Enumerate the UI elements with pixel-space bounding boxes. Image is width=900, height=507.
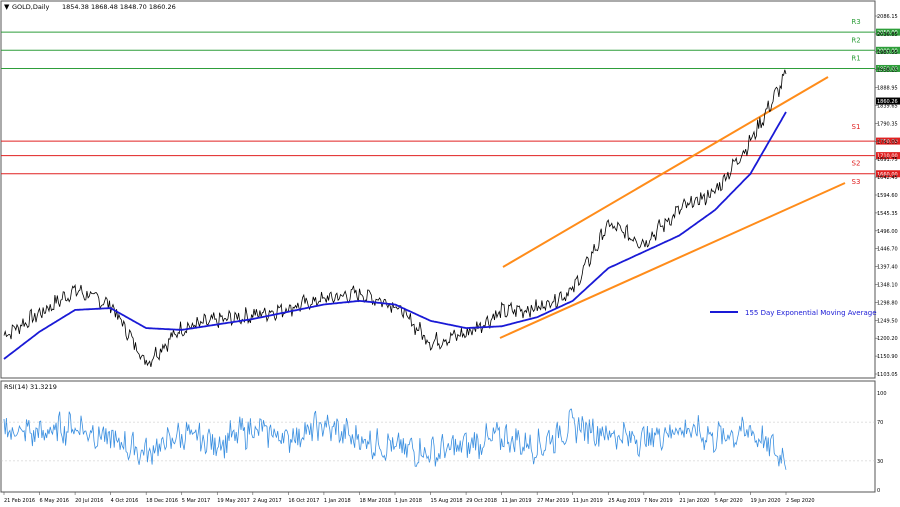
price-tick-label: 1298.80 [877, 300, 898, 306]
price-tick-label: 1741.05 [877, 139, 898, 145]
ema-legend-label: 155 Day Exponential Moving Average [745, 309, 877, 317]
level-tag-r3: 2050.00 [877, 30, 898, 36]
x-tick-label: 2 Aug 2017 [253, 498, 282, 504]
rsi-series-line [3, 408, 787, 470]
level-label-s3: S3 [852, 178, 861, 186]
symbol-label: GOLD,Daily [12, 3, 49, 11]
x-tick-label: 29 Oct 2018 [466, 498, 497, 504]
price-tick-label: 1150.90 [877, 354, 898, 360]
x-tick-label: 5 Apr 2020 [715, 498, 743, 504]
price-tick-label: 1594.60 [877, 193, 898, 199]
channel-layer [499, 76, 846, 339]
x-tick-label: 1 Jun 2018 [395, 498, 422, 504]
rsi-tick-label: 0 [877, 488, 880, 494]
level-tag-s2: 1710.00 [877, 154, 898, 160]
ema-series-line [3, 111, 787, 360]
channel-upper [502, 76, 829, 268]
rsi-tick-label: 100 [877, 391, 887, 397]
price-tick-label: 1938.25 [877, 68, 898, 74]
level-label-r1: R1 [851, 54, 860, 62]
price-tick-label: 2086.15 [877, 14, 898, 20]
x-tick-label: 2 Sep 2020 [786, 498, 815, 504]
x-tick-label: 5 Mar 2017 [182, 498, 211, 504]
x-tick-label: 11 Jun 2019 [573, 498, 603, 504]
rsi-panel-frame [0, 380, 876, 493]
price-tick-label: 1888.95 [877, 86, 898, 92]
price-tick-label: 1496.00 [877, 229, 898, 235]
x-tick-label: 11 Jan 2019 [502, 498, 532, 504]
rsi-axis: 100 70 30 0 [1, 391, 887, 494]
level-tag-s1: 1750.00 [877, 139, 898, 145]
levels-layer: R3 2050.00 R2 2000.00 R1 1950.00 S1 1750.00 S2 17… [1, 18, 900, 186]
price-tick-label: 1545.35 [877, 211, 898, 217]
level-label-r3: R3 [851, 18, 860, 26]
rsi-title: RSI(14) 31.3219 [4, 383, 57, 391]
channel-lower [499, 182, 846, 339]
price-tick-label: 2036.85 [877, 32, 898, 38]
price-tick-label: 1642.45 [877, 175, 898, 181]
level-tag-bg-s2 [876, 152, 900, 160]
x-tick-label: 20 Jul 2016 [75, 498, 103, 504]
x-tick-label: 4 Oct 2016 [111, 498, 139, 504]
level-label-r2: R2 [851, 36, 860, 44]
price-tick-label: 1987.55 [877, 50, 898, 56]
level-tag-r2: 2000.00 [877, 48, 898, 54]
rsi-layer [3, 408, 787, 470]
x-tick-label: 19 Jun 2020 [750, 498, 780, 504]
x-tick-label: 16 Oct 2017 [288, 498, 319, 504]
x-tick-label: 18 Dec 2016 [146, 498, 178, 504]
x-tick-label: 15 Aug 2018 [431, 498, 463, 504]
price-tick-label: 1397.40 [877, 265, 898, 271]
price-axis: 2086.15 2036.85 1987.55 1938.25 1888.95 1839.… [875, 14, 900, 378]
x-axis: 21 Feb 2016 6 May 2016 20 Jul 2016 4 Oct 20… [3, 492, 815, 504]
level-tag-bg-r3 [876, 28, 900, 36]
price-tick-label: 1790.35 [877, 121, 898, 127]
current-price-tag-bg [876, 97, 900, 105]
price-series-line [3, 69, 787, 367]
price-tick-label: 1691.75 [877, 157, 898, 163]
rsi-tick-label: 70 [877, 420, 883, 426]
level-tag-bg-r1 [876, 64, 900, 72]
x-tick-label: 21 Jan 2020 [679, 498, 709, 504]
price-tick-label: 1103.05 [877, 372, 898, 378]
x-tick-label: 18 Mar 2018 [359, 498, 391, 504]
x-tick-label: 25 Aug 2019 [608, 498, 640, 504]
level-tag-s3: 1660.00 [877, 172, 898, 178]
x-tick-label: 7 Nov 2019 [644, 498, 673, 504]
main-panel-frame [0, 0, 876, 379]
ohlc-label: 1854.38 1868.48 1848.70 1860.26 [62, 3, 176, 11]
x-tick-label: 19 May 2017 [217, 498, 250, 504]
x-tick-label: 21 Feb 2016 [4, 498, 35, 504]
x-tick-label: 1 Jan 2018 [324, 498, 351, 504]
price-tick-label: 1348.10 [877, 283, 898, 289]
level-label-s1: S1 [852, 123, 861, 131]
level-tag-bg-s3 [876, 170, 900, 178]
price-tick-label: 1839.65 [877, 104, 898, 110]
price-tick-label: 1200.20 [877, 336, 898, 342]
x-tick-label: 27 Mar 2019 [537, 498, 569, 504]
current-price-tag: 1860.26 [877, 99, 898, 105]
price-tick-label: 1249.50 [877, 318, 898, 324]
level-tag-r1: 1950.00 [877, 66, 898, 72]
level-tag-bg-r2 [876, 46, 900, 54]
chart-menu-icon[interactable]: ▼ [4, 3, 10, 11]
x-tick-label: 6 May 2016 [40, 498, 69, 504]
price-tick-label: 1446.70 [877, 247, 898, 253]
rsi-tick-label: 30 [877, 459, 883, 465]
level-tag-bg-s1 [876, 137, 900, 145]
level-label-s2: S2 [852, 160, 861, 168]
price-layer [3, 69, 787, 367]
